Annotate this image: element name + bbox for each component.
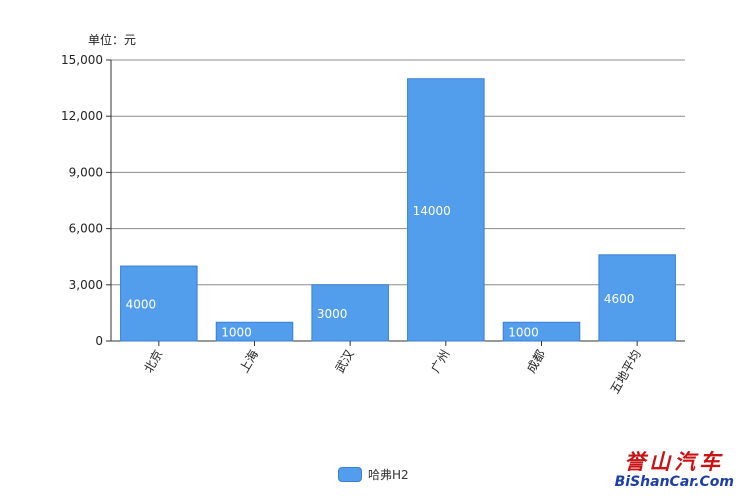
data-label: 4600	[604, 292, 635, 306]
y-tick-label: 0	[95, 334, 103, 348]
bar	[311, 284, 389, 342]
watermark-logo: 誉山汽车 BiShanCar.Com	[614, 449, 734, 491]
y-tick-label: 12,000	[61, 109, 103, 123]
watermark-en: BiShanCar.Com	[614, 474, 734, 490]
y-tick-label: 6,000	[69, 222, 103, 236]
legend-swatch	[338, 467, 362, 482]
x-tick-label: 广州	[428, 348, 452, 376]
x-tick-label: 上海	[236, 347, 261, 375]
x-tick-label: 武汉	[333, 348, 357, 376]
y-tick-label: 3,000	[69, 278, 103, 292]
unit-label: 单位：元	[88, 33, 137, 47]
y-tick-label: 15,000	[61, 53, 103, 67]
y-tick-label: 9,000	[69, 165, 103, 179]
data-label: 3000	[317, 307, 348, 321]
watermark-cn: 誉山汽车	[624, 449, 725, 474]
data-label: 1000	[508, 326, 539, 340]
legend[interactable]: 哈弗H2	[338, 466, 409, 483]
data-label: 1000	[221, 326, 252, 340]
x-tick-label: 成都	[524, 348, 548, 376]
data-label: 14000	[413, 204, 451, 218]
bar	[407, 78, 485, 342]
bar	[598, 254, 676, 342]
x-tick-label: 北京	[141, 348, 165, 376]
x-tick-label: 五地平均	[608, 348, 644, 397]
legend-label: 哈弗H2	[368, 468, 409, 482]
bar	[120, 265, 198, 342]
data-label: 4000	[126, 298, 157, 312]
